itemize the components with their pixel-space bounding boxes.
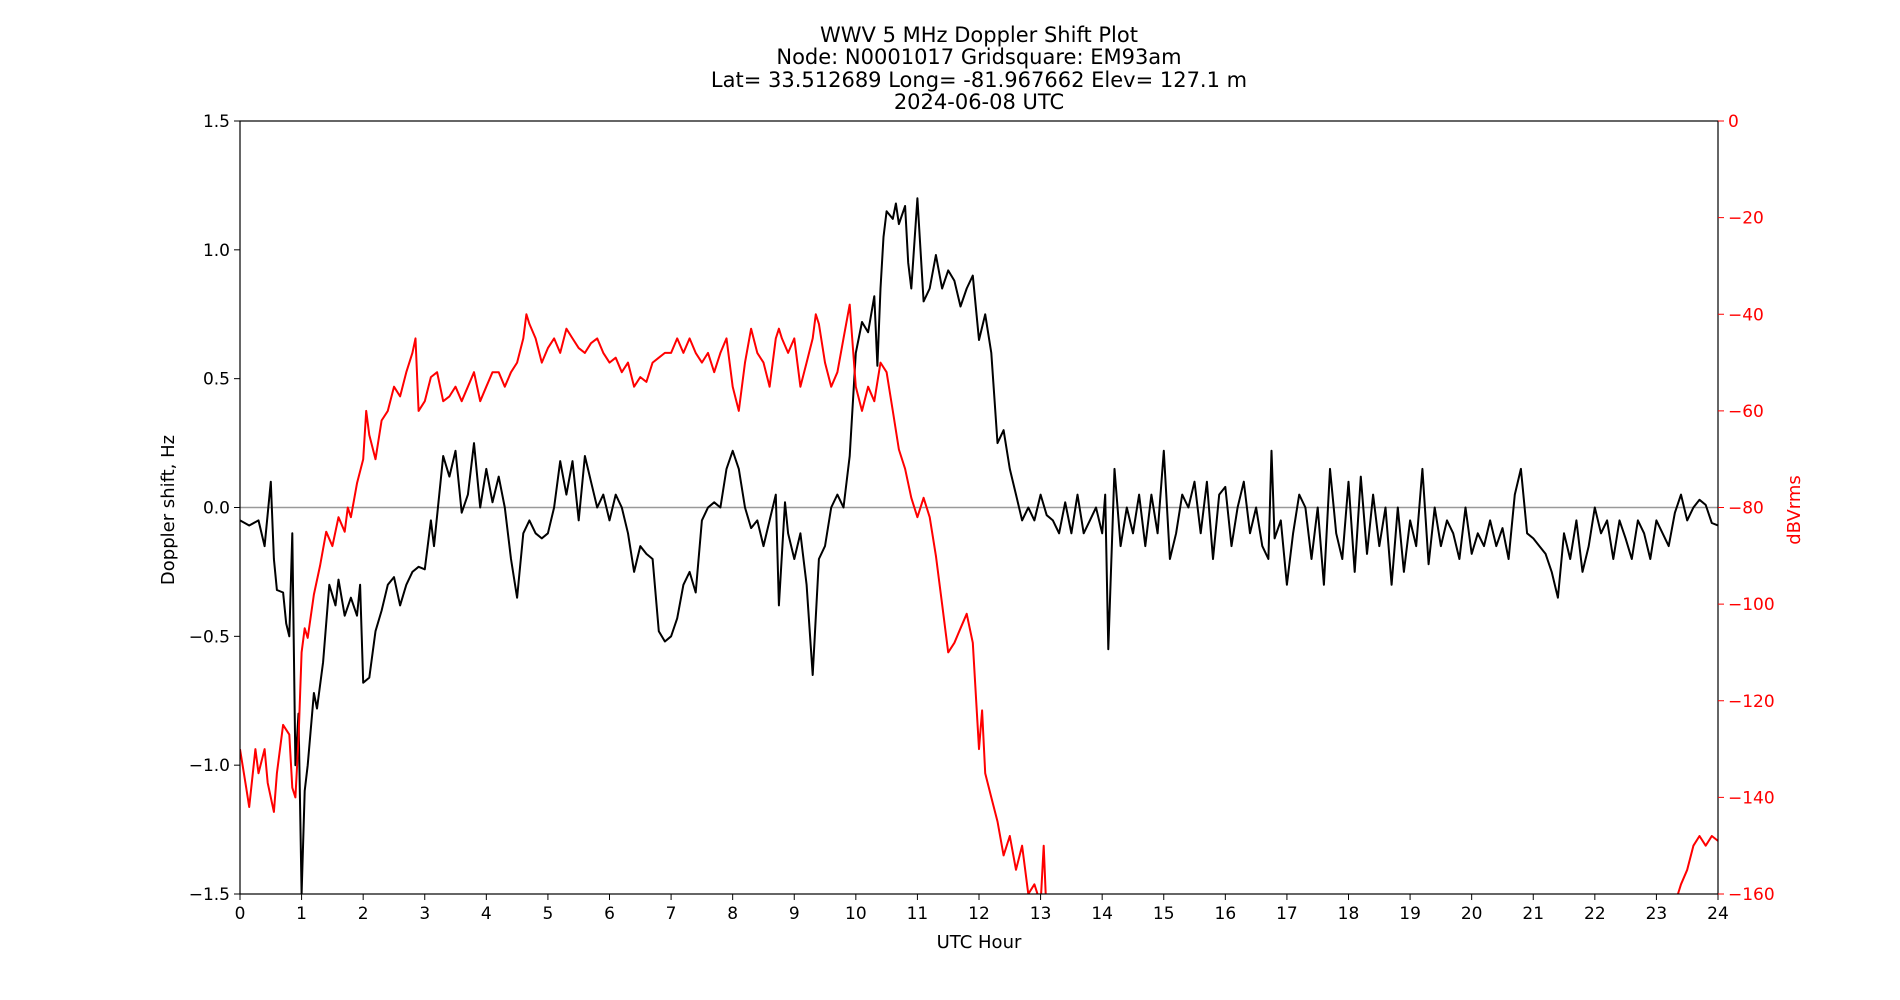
y-right-tick-label: −100 <box>1728 595 1775 615</box>
x-tick-label: 17 <box>1276 904 1298 924</box>
y-right-tick-label: −80 <box>1728 499 1764 519</box>
x-tick-label: 24 <box>1707 904 1729 924</box>
x-tick-label: 20 <box>1461 904 1483 924</box>
chart-title: WWV 5 MHz Doppler Shift Plot Node: N0001… <box>711 23 1247 114</box>
x-tick-label: 12 <box>968 904 990 924</box>
x-tick-label: 9 <box>789 904 800 924</box>
x-tick-label: 2 <box>358 904 369 924</box>
x-tick-label: 13 <box>1030 904 1052 924</box>
y-right-tick-label: −60 <box>1728 402 1764 422</box>
x-tick-label: 6 <box>604 904 615 924</box>
y-right-tick-label: −40 <box>1728 305 1764 325</box>
x-tick-label: 14 <box>1091 904 1113 924</box>
y-axis-right-label: dBVrms <box>1784 475 1805 545</box>
y-left-tick-label: −0.5 <box>189 627 230 647</box>
y-right-tick-label: −20 <box>1728 209 1764 229</box>
x-tick-label: 8 <box>727 904 738 924</box>
title-line-2: Node: N0001017 Gridsquare: EM93am <box>776 45 1181 69</box>
x-axis-label: UTC Hour <box>937 932 1022 953</box>
y-right-tick-label: 0 <box>1728 112 1739 132</box>
y-right-tick-label: −120 <box>1728 692 1775 712</box>
x-tick-label: 21 <box>1522 904 1544 924</box>
x-tick-label: 22 <box>1584 904 1606 924</box>
series-line-doppler <box>240 197 1718 894</box>
x-tick-label: 16 <box>1215 904 1237 924</box>
x-tick-label: 15 <box>1153 904 1175 924</box>
x-tick-label: 7 <box>666 904 677 924</box>
title-line-3: Lat= 33.512689 Long= -81.967662 Elev= 12… <box>711 68 1247 92</box>
plot-area: 0 1 2 3 4 5 6 7 8 9 10 11 12 13 14 15 16 17 18 19 20 21 22 23 24… <box>189 112 1775 924</box>
x-tick-label: 19 <box>1399 904 1421 924</box>
y-left-tick-label: 0.0 <box>203 499 230 519</box>
title-line-4: 2024-06-08 UTC <box>894 90 1064 114</box>
y-right-tick-label: −160 <box>1728 885 1775 905</box>
y-left-tick-label: 0.5 <box>203 370 230 390</box>
title-line-1: WWV 5 MHz Doppler Shift Plot <box>820 23 1138 47</box>
x-tick-label: 18 <box>1338 904 1360 924</box>
x-tick-label: 3 <box>419 904 430 924</box>
x-tick-label: 4 <box>481 904 492 924</box>
y-axis-left-label: Doppler shift, Hz <box>158 435 179 585</box>
x-tick-label: 11 <box>907 904 929 924</box>
x-tick-label: 5 <box>543 904 554 924</box>
series-line-power <box>240 303 1718 894</box>
x-tick-label: 0 <box>235 904 246 924</box>
x-tick-label: 10 <box>845 904 867 924</box>
y-left-tick-label: −1.5 <box>189 885 230 905</box>
series-group <box>240 197 1718 894</box>
y-right-tick-label: −140 <box>1728 788 1775 808</box>
y-left-tick-label: 1.0 <box>203 241 230 261</box>
x-tick-label: 1 <box>296 904 307 924</box>
x-tick-label: 23 <box>1646 904 1668 924</box>
y-left-tick-label: −1.0 <box>189 756 230 776</box>
y-left-tick-label: 1.5 <box>203 112 230 132</box>
